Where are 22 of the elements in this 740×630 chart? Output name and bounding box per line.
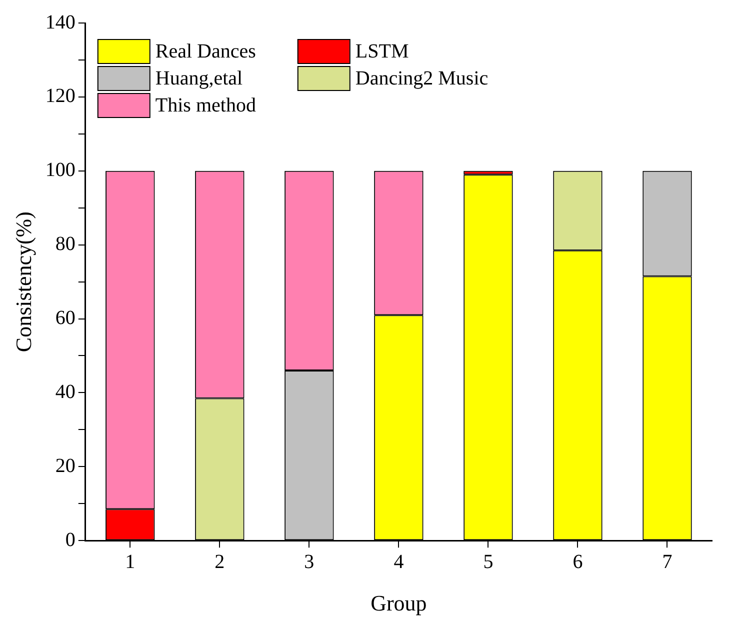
legend-label: Real Dances: [155, 40, 256, 62]
x-axis-title: Group: [370, 590, 427, 616]
x-tick-label: 4: [394, 550, 404, 573]
y-tick-label: 100: [45, 159, 76, 182]
x-tick-label: 3: [304, 550, 314, 573]
x-tick-label: 7: [662, 550, 672, 573]
x-tick-label: 1: [125, 550, 136, 573]
y-tick-label: 40: [55, 380, 76, 403]
y-tick-label: 80: [55, 233, 76, 256]
x-tick-label: 6: [572, 550, 583, 573]
legend-label: LSTM: [355, 40, 409, 62]
x-tick-label: 2: [214, 550, 225, 573]
y-tick-label: 60: [55, 307, 76, 330]
legend-label: Dancing2 Music: [355, 67, 488, 90]
y-tick-label: 20: [55, 454, 76, 477]
y-axis-title: Consistency(%): [10, 212, 36, 352]
y-tick-label: 120: [45, 85, 76, 108]
legend-label: This method: [155, 94, 256, 116]
y-tick-label: 140: [45, 11, 76, 34]
x-tick-label: 5: [483, 550, 494, 573]
legend-label: Huang,etal: [155, 67, 244, 90]
y-tick-label: 0: [65, 528, 76, 551]
